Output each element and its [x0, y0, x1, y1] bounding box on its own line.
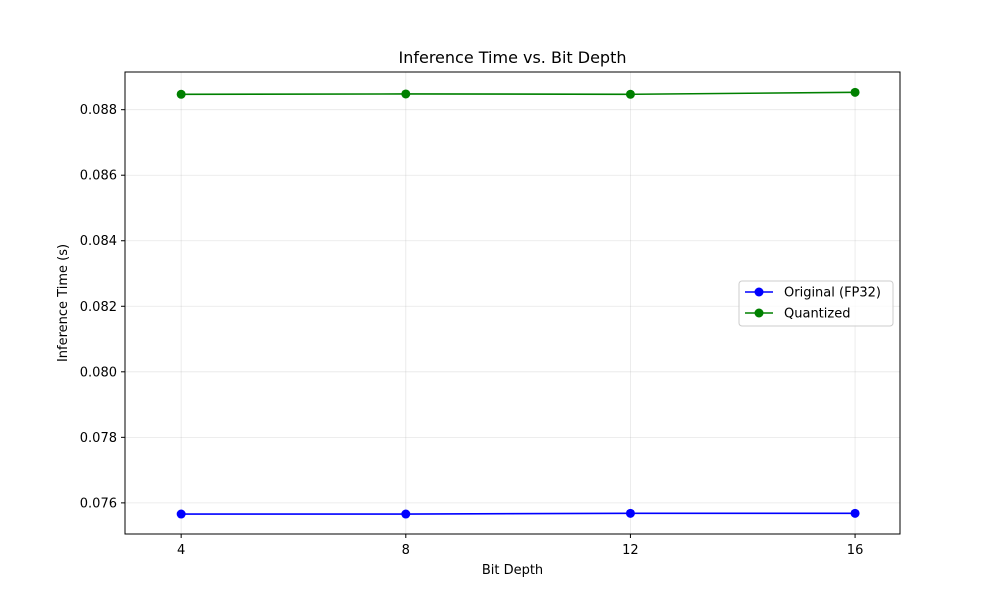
legend-marker: [754, 287, 764, 297]
series-1: [176, 87, 860, 99]
data-point: [850, 87, 860, 97]
legend-box: [738, 280, 894, 327]
chart-title: Inference Time vs. Bit Depth: [398, 48, 626, 67]
legend-label: Quantized: [784, 307, 850, 322]
legend-item: Quantized: [745, 307, 850, 322]
series-layer: [176, 87, 860, 519]
x-tick-label: 4: [177, 543, 185, 558]
data-point: [850, 508, 860, 518]
y-tick-label: 0.078: [80, 431, 117, 446]
series-line: [181, 91, 856, 96]
x-tick-label: 12: [622, 543, 639, 558]
legend-item: Original (FP32): [745, 286, 881, 301]
plot-area-frame: [124, 71, 901, 535]
data-point: [625, 89, 635, 99]
y-tick-label: 0.084: [80, 234, 117, 249]
y-axis-label: Inference Time (s): [56, 244, 71, 362]
series-line: [181, 512, 856, 515]
legend: Original (FP32) Quantized: [738, 280, 894, 327]
y-axis-ticks: 0.076 0.078 0.080 0.082 0.084 0.086 0.088: [80, 103, 125, 511]
y-tick-label: 0.082: [80, 300, 117, 315]
x-axis-ticks: 4 8 12 16: [177, 534, 863, 558]
y-tick-label: 0.086: [80, 169, 117, 184]
y-tick-label: 0.080: [80, 365, 117, 380]
legend-label: Original (FP32): [784, 286, 881, 301]
data-point: [401, 89, 411, 99]
series-0: [176, 508, 860, 519]
legend-marker: [754, 308, 764, 318]
x-tick-label: 8: [402, 543, 410, 558]
data-point: [625, 508, 635, 518]
data-point: [401, 509, 411, 519]
x-tick-label: 16: [847, 543, 864, 558]
data-point: [176, 89, 186, 99]
y-tick-label: 0.076: [80, 496, 117, 511]
grid: [125, 72, 900, 534]
data-point: [176, 509, 186, 519]
x-axis-label: Bit Depth: [482, 563, 543, 578]
y-tick-label: 0.088: [80, 103, 117, 118]
